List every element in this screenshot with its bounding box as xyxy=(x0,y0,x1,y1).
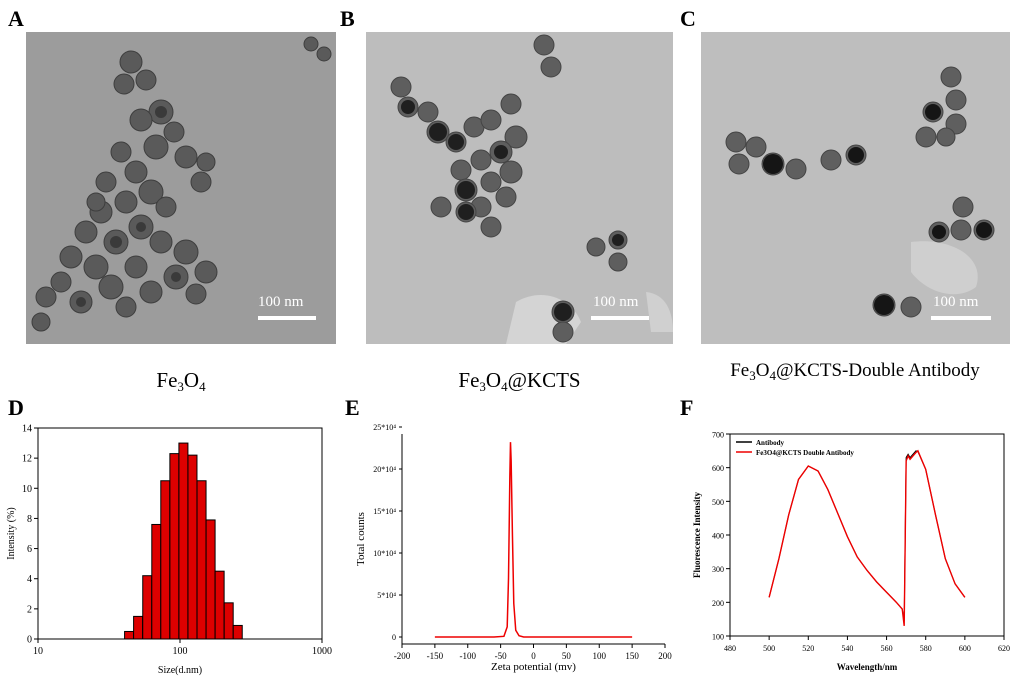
y-tick-label: 25*10⁴ xyxy=(373,423,396,432)
histogram-bar xyxy=(124,630,135,640)
x-tick-label: 150 xyxy=(625,651,639,661)
y-axis-label: Total counts xyxy=(355,512,367,566)
plot-frame xyxy=(729,433,1005,637)
x-tick-label: -150 xyxy=(427,651,444,661)
histogram-bar xyxy=(178,442,189,640)
scale-bar-b xyxy=(591,316,649,320)
chart-d: 10 100 1000 0 2 4 6 8 10 12 14 Size(d.nm) Intensity … xyxy=(0,420,340,681)
zeta-potential-chart: -200 -150 -100 -50 0 50 100 150 200 0 5*10⁴ 10*10⁴ 1… xyxy=(355,423,672,673)
histogram-bar xyxy=(142,575,153,640)
x-tick-label: 0 xyxy=(531,651,536,661)
panel-letter-f: F xyxy=(680,395,694,420)
y-tick-label: 100 xyxy=(712,633,724,642)
tem-image-b: 100 nm xyxy=(366,32,673,344)
zeta-potential-line xyxy=(434,442,633,638)
legend-label: Fe3O4@KCTS Double Antibody xyxy=(756,449,854,457)
y-tick-label: 10 xyxy=(22,484,32,495)
y-tick-label: 5*10⁴ xyxy=(377,591,396,600)
caption-c: Fe3O4@KCTS-Double Antibody xyxy=(730,360,980,383)
x-tick-label: 580 xyxy=(920,644,932,653)
legend-label: Antibody xyxy=(756,439,785,447)
y-tick-label: 6 xyxy=(27,544,32,555)
scale-bar-label-b: 100 nm xyxy=(593,294,639,310)
x-tick-label: 600 xyxy=(959,644,971,653)
fluorescence-chart: 480 500 520 540 560 580 600 620 100 200 300 400 500 6… xyxy=(692,431,1010,673)
y-axis-label: Intensity (%) xyxy=(6,507,17,560)
y-tick-label: 8 xyxy=(27,514,32,525)
chart-f: 480 500 520 540 560 580 600 620 100 200 300 400 500 6… xyxy=(680,420,1020,681)
y-tick-label: 200 xyxy=(712,599,724,608)
histogram-bar xyxy=(151,523,162,640)
x-tick-label: 1000 xyxy=(312,646,332,657)
panel-letter-a: A xyxy=(8,6,24,31)
scale-bar-label-c: 100 nm xyxy=(933,294,979,310)
y-tick-label: 2 xyxy=(27,604,32,615)
histogram-bar xyxy=(223,602,234,640)
x-axis-label: Zeta potential (mv) xyxy=(491,661,576,673)
scale-bar-c xyxy=(931,316,991,320)
histogram-bar xyxy=(205,519,216,640)
histogram-bar xyxy=(160,480,171,640)
y-tick-label: 14 xyxy=(22,424,32,435)
x-tick-label: 50 xyxy=(562,651,572,661)
y-tick-label: 4 xyxy=(27,574,32,585)
y-tick-label: 12 xyxy=(22,454,32,465)
tem-micrograph-c xyxy=(701,32,1010,344)
tem-micrograph-a xyxy=(26,32,336,344)
x-tick-label: 560 xyxy=(881,644,893,653)
chart-e: -200 -150 -100 -50 0 50 100 150 200 0 5*10⁴ 10*10⁴ 1… xyxy=(340,420,680,681)
y-axis-label: Fluorescence Intensity xyxy=(692,491,702,578)
tem-image-a: 100 nm xyxy=(26,32,336,344)
panel-letter-b: B xyxy=(340,6,355,31)
x-tick-label: -100 xyxy=(460,651,477,661)
y-tick-label: 400 xyxy=(712,532,724,541)
caption-b: Fe3O4@KCTS xyxy=(458,368,581,394)
x-axis-label: Wavelength/nm xyxy=(837,662,898,672)
tem-image-c: 100 nm xyxy=(701,32,1010,344)
x-tick-label: 200 xyxy=(658,651,672,661)
size-distribution-chart: 10 100 1000 0 2 4 6 8 10 12 14 Size(d.nm) Intensity … xyxy=(6,424,332,677)
x-tick-label: 100 xyxy=(173,646,188,657)
y-tick-label: 10*10⁴ xyxy=(373,549,396,558)
caption-a: Fe3O4 xyxy=(156,368,206,394)
scale-bar-a xyxy=(258,316,316,320)
y-tick-label: 0 xyxy=(392,633,396,642)
y-tick-label: 300 xyxy=(712,565,724,574)
panel-letter-c: C xyxy=(680,6,696,31)
x-tick-label: 100 xyxy=(593,651,607,661)
scale-bar-label-a: 100 nm xyxy=(258,294,304,310)
x-tick-label: 10 xyxy=(33,646,43,657)
x-tick-label: 480 xyxy=(724,644,736,653)
y-tick-label: 600 xyxy=(712,464,724,473)
histogram-bar xyxy=(187,454,198,640)
y-tick-label: 500 xyxy=(712,498,724,507)
x-tick-label: 620 xyxy=(998,644,1010,653)
y-tick-label: 15*10⁴ xyxy=(373,507,396,516)
y-tick-label: 0 xyxy=(27,635,32,646)
x-axis-label: Size(d.nm) xyxy=(158,665,202,676)
x-tick-label: -50 xyxy=(495,651,507,661)
histogram-bar xyxy=(196,480,207,640)
histogram-bar xyxy=(214,570,225,640)
spectrum-line-2 xyxy=(768,449,966,626)
histogram-bar xyxy=(133,615,144,640)
spectrum-line-1 xyxy=(768,450,966,621)
x-tick-label: -200 xyxy=(394,651,411,661)
panel-letter-d: D xyxy=(8,395,24,420)
histogram-bar xyxy=(169,453,180,640)
x-tick-label: 520 xyxy=(802,644,814,653)
panel-letter-e: E xyxy=(345,395,360,420)
y-tick-label: 20*10⁴ xyxy=(373,465,396,474)
y-tick-label: 700 xyxy=(712,431,724,440)
histogram-bar xyxy=(232,624,243,640)
x-tick-label: 540 xyxy=(841,644,853,653)
x-tick-label: 500 xyxy=(763,644,775,653)
tem-micrograph-b xyxy=(366,32,673,344)
